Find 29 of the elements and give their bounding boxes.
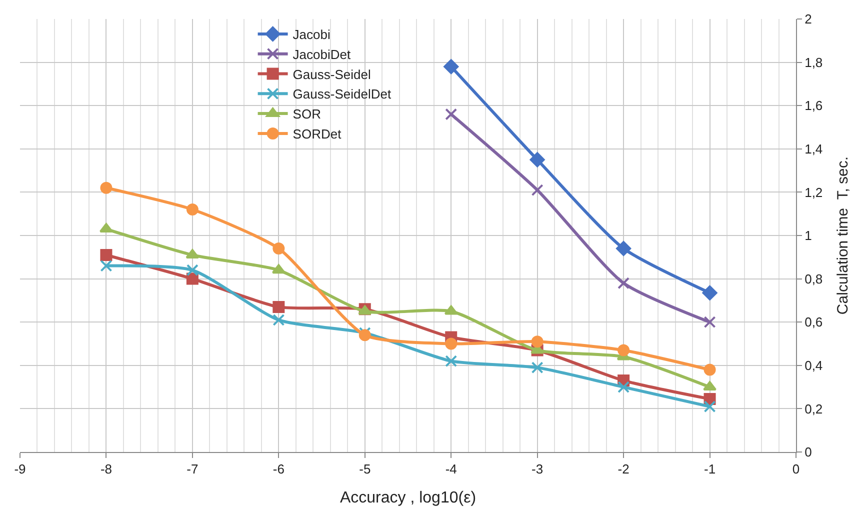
y-tick-label: 1,8: [804, 54, 823, 70]
x-tick-label: -5: [359, 462, 371, 477]
y-axis-title: Calculation time T, sec.: [834, 156, 852, 315]
legend-label: Jacobi: [292, 27, 330, 42]
x-tick-label: -9: [14, 462, 26, 477]
x-axis-title: Accuracy , log10(ε): [340, 489, 476, 506]
y-tick-label: 2: [804, 12, 812, 27]
x-tick-label: -6: [272, 462, 284, 477]
y-tick-label: 0,2: [804, 401, 823, 416]
x-tick-label: -1: [704, 462, 716, 477]
x-tick-label: -3: [532, 462, 544, 477]
legend-label: Gauss-Seidel: [292, 66, 371, 82]
y-tick-label: 0: [804, 444, 812, 460]
x-tick-label: -4: [445, 462, 457, 477]
legend-label: SORDet: [292, 126, 342, 142]
x-tick-label: -8: [100, 462, 112, 477]
x-tick-label: -7: [186, 462, 198, 477]
y-tick-label: 1,4: [804, 141, 823, 156]
legend-label: Gauss-SeidelDet: [292, 86, 392, 102]
x-tick-label: 0: [792, 462, 800, 477]
y-tick-label: 0,4: [804, 358, 823, 373]
legend-label: SOR: [292, 106, 321, 122]
y-tick-label: 0,8: [804, 271, 823, 286]
y-tick-label: 1,6: [804, 98, 823, 114]
legend-label: JacobiDet: [292, 46, 351, 62]
y-tick-label: 0,6: [804, 314, 823, 330]
x-tick-label: -2: [618, 462, 630, 477]
y-tick-label: 1,2: [804, 184, 823, 200]
y-tick-label: 1: [804, 228, 812, 244]
